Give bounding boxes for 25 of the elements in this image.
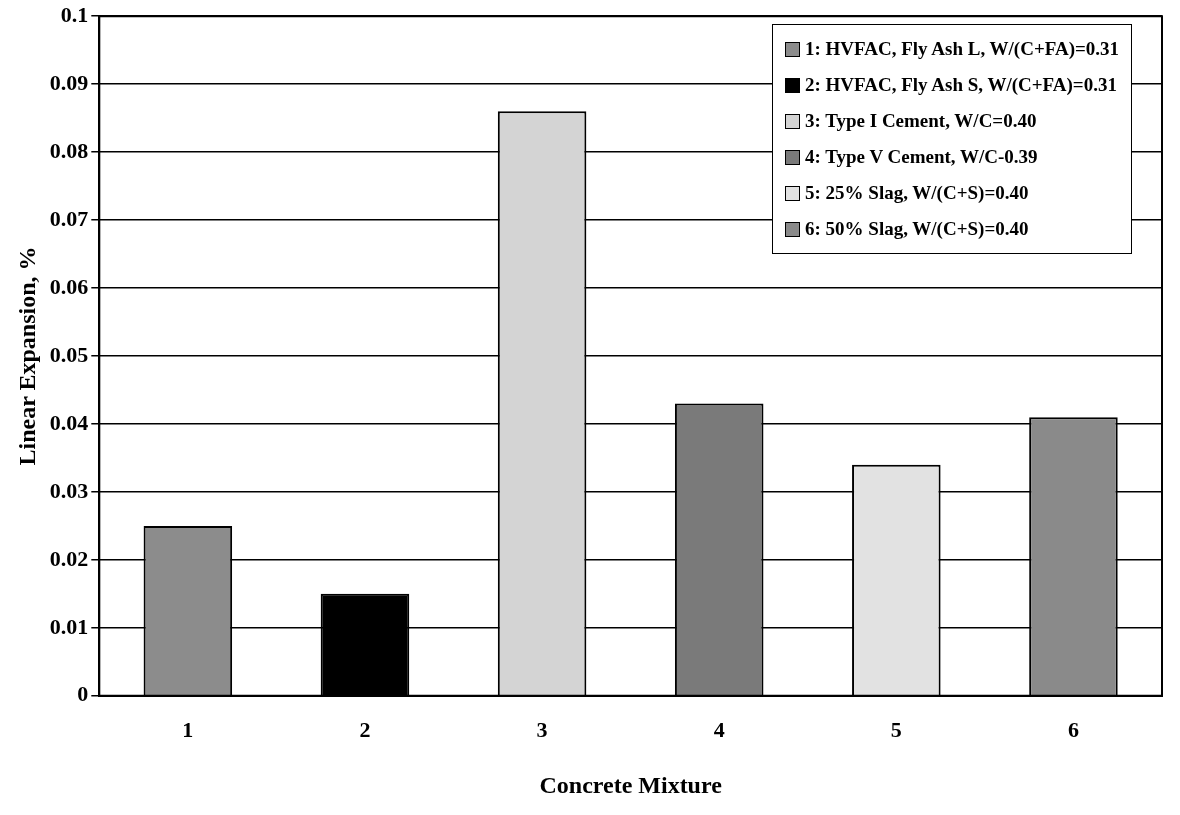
y-tick-label: 0.01 (49, 613, 89, 639)
y-axis-title: Linear Expansion, % (13, 246, 40, 466)
x-tick-label: 3 (536, 716, 548, 742)
legend-label: 1: HVFAC, Fly Ash L, W/(C+FA)=0.31 (805, 38, 1120, 61)
y-tick-label: 0.09 (49, 69, 89, 95)
x-tick-label: 5 (890, 716, 902, 742)
y-tick-label: 0.04 (49, 409, 89, 435)
y-tick-label: 0.1 (60, 1, 89, 27)
legend-label: 5: 25% Slag, W/(C+S)=0.40 (805, 182, 1029, 205)
x-tick-label: 4 (713, 716, 725, 742)
legend-label: 3: Type I Cement, W/C=0.40 (805, 110, 1037, 133)
y-tick-label: 0.05 (49, 341, 89, 367)
y-tick-label: 0.07 (49, 205, 89, 231)
y-tick-label: 0 (77, 681, 89, 707)
y-tick-label: 0.02 (49, 545, 89, 571)
x-tick-label: 6 (1067, 716, 1079, 742)
y-tick-label: 0.03 (49, 477, 89, 503)
y-tick-label: 0.08 (49, 137, 89, 163)
x-tick-label: 1 (182, 716, 194, 742)
x-tick-label: 2 (359, 716, 371, 742)
x-axis-title: Concrete Mixture (539, 771, 723, 798)
y-tick-label: 0.06 (49, 273, 89, 299)
legend-label: 4: Type V Cement, W/C-0.39 (805, 146, 1038, 169)
legend-label: 2: HVFAC, Fly Ash S, W/(C+FA)=0.31 (805, 74, 1117, 97)
legend-label: 6: 50% Slag, W/(C+S)=0.40 (805, 218, 1029, 241)
